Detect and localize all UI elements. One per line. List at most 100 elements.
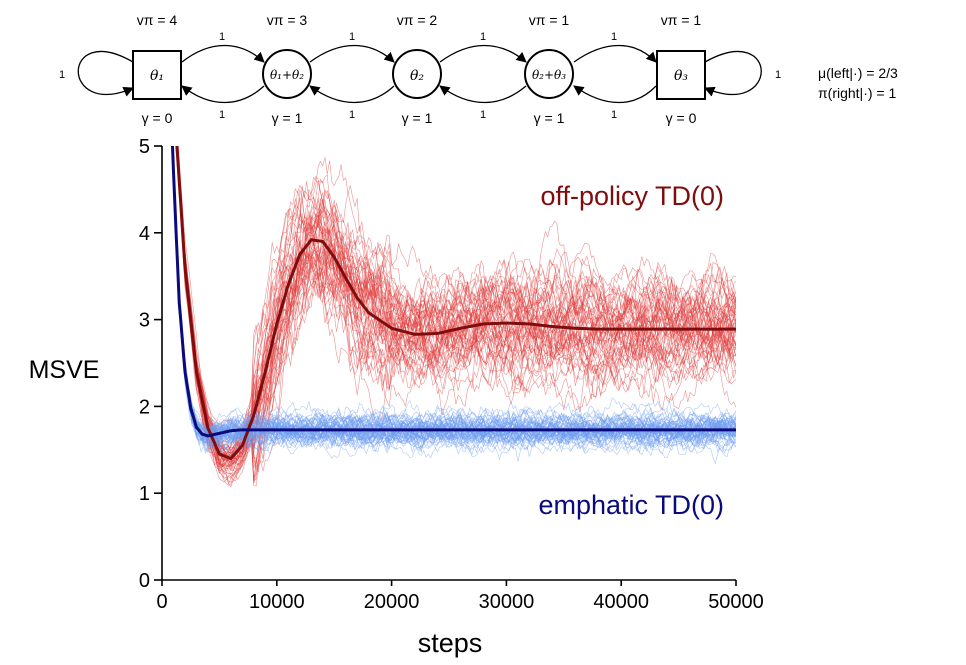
off-policy-run (176, 146, 736, 455)
off-policy-run (175, 146, 736, 470)
off-policy-run (178, 146, 736, 428)
off-policy-run (176, 146, 736, 488)
off-policy-run (176, 146, 736, 463)
off-policy-run (176, 146, 736, 462)
off-policy-run (176, 146, 736, 451)
transition-right-1 (181, 44, 265, 63)
reward-label: 1 (611, 109, 617, 121)
emphatic-run (172, 146, 736, 450)
axes: 0 10000 20000 30000 40000 50000 0 1 2 3 4 5 (139, 136, 764, 613)
x-tick-label: 10000 (249, 591, 305, 613)
off-policy-run (176, 146, 736, 452)
x-axis-label: steps (418, 628, 483, 658)
y-tick-label: 4 (139, 223, 150, 245)
emphatic-run (172, 146, 736, 454)
state-3-value: vπ = 2 (397, 12, 438, 28)
x-tick-label: 0 (156, 591, 167, 613)
off-policy-run (176, 146, 736, 473)
emphatic-run (172, 146, 736, 452)
off-policy-run (176, 146, 736, 470)
state-2-value: vπ = 3 (267, 12, 308, 28)
off-policy-run (176, 146, 736, 475)
emphatic-run (172, 146, 736, 447)
off-policy-run (176, 146, 736, 457)
emphatic-run (172, 146, 736, 434)
off-policy-run (176, 146, 736, 466)
emphatic-run (172, 146, 736, 452)
emphatic-run (172, 146, 736, 444)
transition-right-4 (573, 44, 657, 63)
x-tick-label: 20000 (364, 591, 420, 613)
emphatic-run (172, 146, 736, 450)
y-tick-label: 3 (139, 310, 150, 332)
emphatic-run (172, 146, 736, 449)
y-tick-label: 0 (139, 570, 150, 592)
transition-right-3 (439, 44, 527, 63)
transition-left-3 (439, 85, 527, 104)
emphatic-run (172, 146, 736, 443)
state-1-label: θ₁ (150, 68, 164, 84)
emphatic-run (172, 146, 736, 443)
emphatic-run (172, 146, 736, 453)
emphatic-run (171, 146, 736, 453)
state-2-node (262, 49, 312, 99)
off-policy-run (176, 146, 736, 468)
off-policy-run (176, 146, 736, 454)
state-4-gamma: γ = 1 (534, 110, 565, 126)
reward-label: 1 (480, 109, 486, 121)
emphatic-run (172, 146, 736, 457)
self-loop-left (77, 50, 134, 97)
emphatic-run (172, 146, 736, 456)
y-tick-label: 2 (139, 396, 150, 418)
x-tick-label: 30000 (479, 591, 535, 613)
off-policy-run (175, 146, 736, 455)
state-4-label: θ₂+θ₃ (532, 68, 566, 82)
state-5-label: θ₃ (674, 68, 688, 84)
target-policy-text: π(right|·) = 1 (818, 85, 896, 101)
self-loop-right-reward: 1 (775, 69, 781, 81)
reward-label: 1 (219, 31, 225, 43)
off-policy-run (176, 146, 736, 464)
off-policy-run (176, 146, 736, 468)
emphatic-run (172, 146, 736, 454)
emphatic-run (171, 146, 736, 443)
emphatic-run (171, 146, 736, 453)
emphatic-run (172, 146, 736, 451)
off-policy-run (176, 146, 736, 468)
emphatic-run (172, 146, 736, 452)
emphatic-run (172, 146, 736, 444)
off-policy-run (176, 146, 736, 486)
emphatic-run (172, 146, 736, 442)
y-tick-label: 1 (139, 483, 150, 505)
off-policy-run (177, 146, 736, 472)
mdp-diagram: 1 1 1 1 1 1 1 1 1 1 (59, 12, 898, 126)
emphatic-run (172, 146, 736, 452)
off-policy-run (176, 146, 736, 473)
state-1-value: vπ = 4 (137, 12, 178, 28)
off-policy-run (176, 146, 736, 451)
series-label-emphatic: emphatic TD(0) (538, 490, 724, 520)
off-policy-run (176, 146, 736, 465)
emphatic-run (172, 146, 736, 448)
off-policy-run (175, 146, 736, 473)
x-tick-label: 40000 (593, 591, 649, 613)
emphatic-run (171, 146, 736, 465)
reward-label: 1 (480, 31, 486, 43)
emphatic-run (172, 146, 736, 455)
emphatic-run (172, 146, 736, 450)
emphatic-run (172, 146, 736, 441)
off-policy-mean-line (175, 146, 736, 461)
state-3-node (392, 49, 442, 99)
means-layer (170, 146, 736, 461)
self-loop-left-reward: 1 (59, 69, 65, 81)
off-policy-run (177, 146, 736, 485)
state-4-value: vπ = 1 (529, 12, 570, 28)
off-policy-run (175, 146, 736, 467)
state-5-node (656, 50, 706, 100)
state-2-label: θ₁+θ₂ (270, 68, 304, 82)
y-axis-label: MSVE (29, 356, 100, 384)
transition-right-2 (309, 44, 395, 63)
emphatic-run (172, 146, 736, 440)
